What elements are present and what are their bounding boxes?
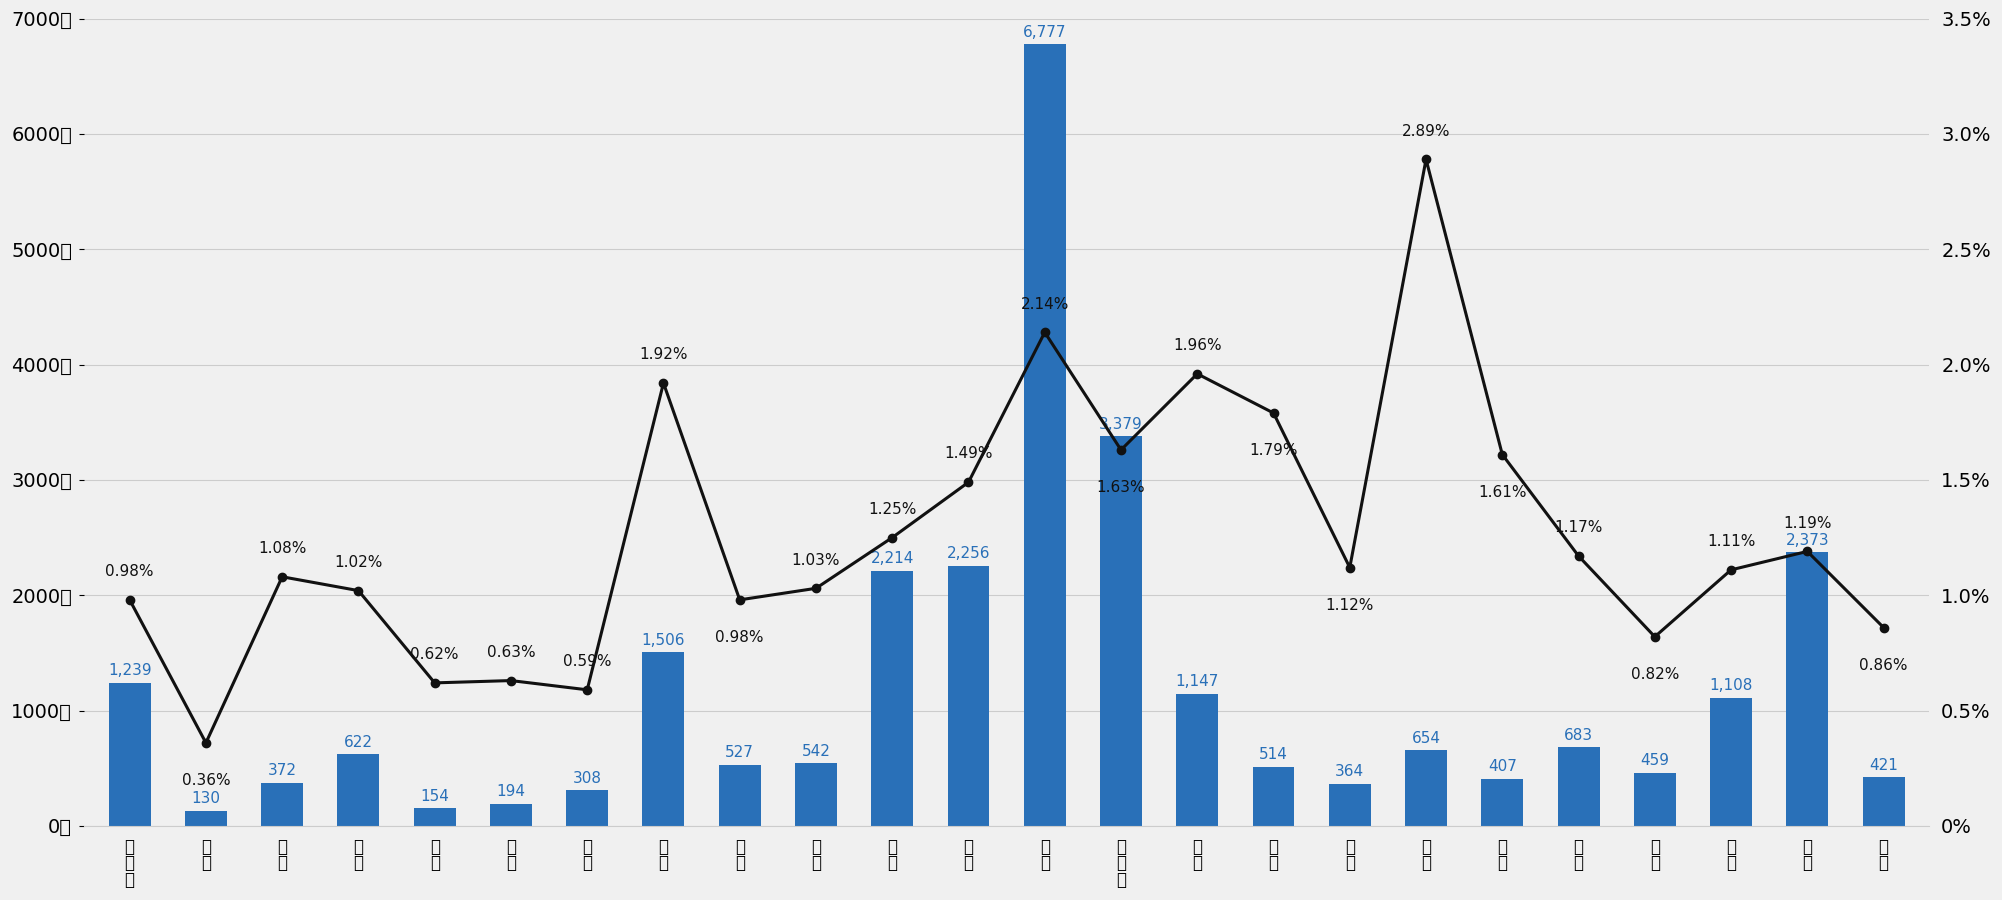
Text: 0.98%: 0.98% xyxy=(106,564,154,579)
Text: 2,256: 2,256 xyxy=(947,546,991,561)
Bar xyxy=(1710,698,1752,826)
Text: 1.11%: 1.11% xyxy=(1708,534,1756,549)
Text: 0.82%: 0.82% xyxy=(1630,667,1680,681)
Text: 622: 622 xyxy=(344,734,372,750)
Text: 154: 154 xyxy=(420,788,448,804)
Bar xyxy=(184,811,226,826)
Text: 421: 421 xyxy=(1870,758,1898,773)
Bar xyxy=(871,571,913,826)
Text: 1.12%: 1.12% xyxy=(1325,598,1373,613)
Text: 2,214: 2,214 xyxy=(871,551,915,566)
Text: 683: 683 xyxy=(1564,727,1594,742)
Text: 514: 514 xyxy=(1259,747,1287,762)
Text: 1,147: 1,147 xyxy=(1175,674,1219,689)
Bar xyxy=(567,790,609,826)
Bar xyxy=(1558,747,1600,826)
Bar xyxy=(1634,773,1676,826)
Text: 1.63%: 1.63% xyxy=(1097,480,1145,495)
Bar xyxy=(108,683,150,826)
Bar xyxy=(1329,784,1371,826)
Bar xyxy=(1786,553,1828,826)
Text: 3,379: 3,379 xyxy=(1099,417,1143,432)
Bar xyxy=(260,783,302,826)
Text: 1,239: 1,239 xyxy=(108,663,152,679)
Text: 0.36%: 0.36% xyxy=(182,773,230,788)
Text: 1.19%: 1.19% xyxy=(1784,516,1832,531)
Bar xyxy=(1023,44,1065,826)
Text: 0.86%: 0.86% xyxy=(1860,658,1908,672)
Text: 1.49%: 1.49% xyxy=(945,446,993,462)
Bar xyxy=(1481,778,1524,826)
Text: 1.61%: 1.61% xyxy=(1477,484,1528,500)
Bar xyxy=(338,754,380,826)
Text: 2,373: 2,373 xyxy=(1786,533,1830,547)
Bar xyxy=(1405,751,1447,826)
Text: 459: 459 xyxy=(1640,753,1670,769)
Text: 1.03%: 1.03% xyxy=(791,553,841,568)
Text: 1.79%: 1.79% xyxy=(1249,443,1297,458)
Text: 130: 130 xyxy=(192,791,220,806)
Text: 1.17%: 1.17% xyxy=(1554,520,1604,536)
Text: 2.89%: 2.89% xyxy=(1401,123,1449,139)
Text: 0.62%: 0.62% xyxy=(410,647,458,662)
Bar xyxy=(414,808,456,826)
Text: 527: 527 xyxy=(725,745,755,760)
Text: 654: 654 xyxy=(1411,731,1441,746)
Bar xyxy=(719,765,761,826)
Text: 364: 364 xyxy=(1335,764,1363,779)
Text: 0.59%: 0.59% xyxy=(563,654,611,669)
Text: 542: 542 xyxy=(801,743,831,759)
Text: 308: 308 xyxy=(573,770,603,786)
Text: 1,506: 1,506 xyxy=(643,633,685,648)
Text: 194: 194 xyxy=(496,784,525,799)
Bar xyxy=(1253,767,1295,826)
Text: 6,777: 6,777 xyxy=(1023,24,1067,40)
Bar xyxy=(947,566,989,826)
Text: 407: 407 xyxy=(1487,760,1518,774)
Text: 0.98%: 0.98% xyxy=(715,630,765,644)
Bar xyxy=(643,652,685,826)
Text: 1.92%: 1.92% xyxy=(639,347,689,363)
Text: 1.02%: 1.02% xyxy=(334,555,382,570)
Bar xyxy=(490,804,533,826)
Text: 1.08%: 1.08% xyxy=(258,541,306,556)
Text: 0.63%: 0.63% xyxy=(486,644,535,660)
Bar xyxy=(1099,436,1141,826)
Bar xyxy=(1177,694,1219,826)
Text: 2.14%: 2.14% xyxy=(1021,296,1069,311)
Text: 1.96%: 1.96% xyxy=(1173,338,1221,353)
Bar xyxy=(1862,778,1904,826)
Text: 1,108: 1,108 xyxy=(1710,679,1754,694)
Text: 1.25%: 1.25% xyxy=(869,502,917,517)
Text: 372: 372 xyxy=(268,763,296,778)
Bar xyxy=(795,763,837,826)
